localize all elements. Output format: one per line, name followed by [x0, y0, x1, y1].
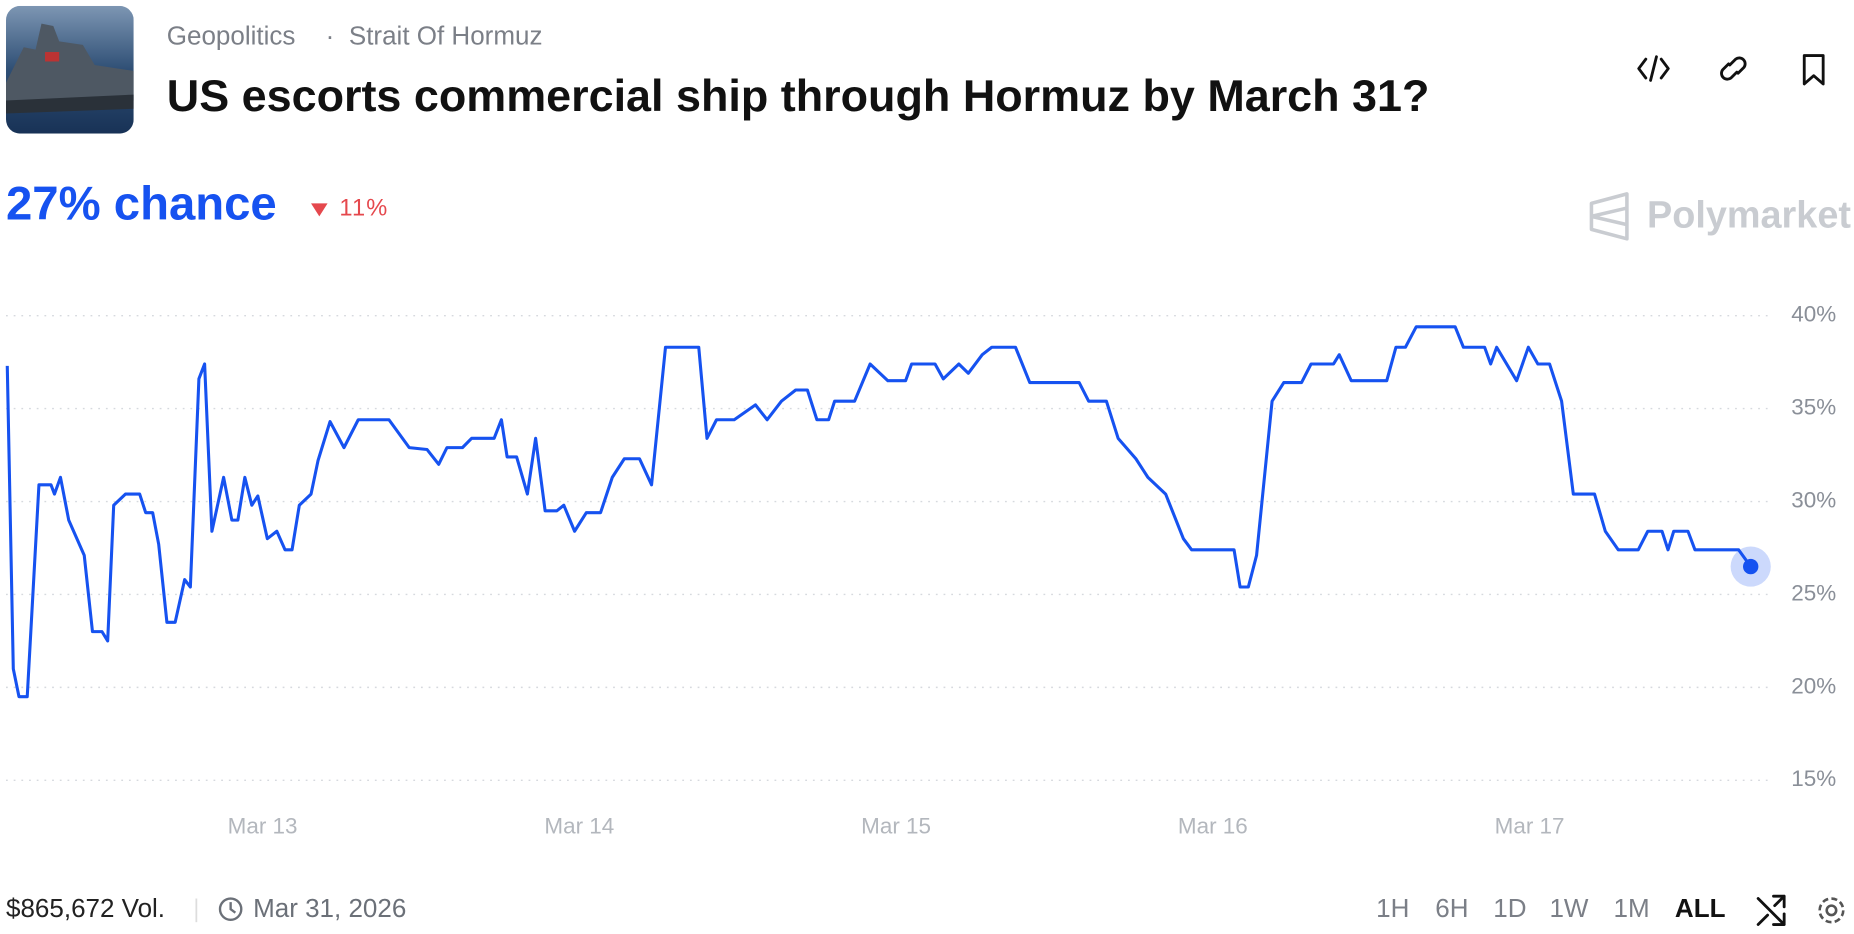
settings-button[interactable] [1818, 897, 1845, 924]
x-tick-label: Mar 17 [1495, 814, 1565, 839]
range-button[interactable]: 6H [1435, 893, 1468, 923]
y-tick-label: 20% [1791, 673, 1836, 698]
change: 11% [339, 196, 388, 222]
chart: 15% 20% 25% 30% 35% 40% Mar 13 Mar 14 Mar 15 Mar … [5, 302, 1836, 839]
x-tick-label: Mar 14 [544, 814, 614, 839]
y-tick-label: 15% [1791, 766, 1836, 791]
link-button[interactable] [1720, 56, 1747, 81]
x-tick-label: Mar 13 [228, 814, 298, 839]
breadcrumb-subcategory[interactable]: Strait Of Hormuz [349, 21, 543, 51]
down-arrow [311, 203, 328, 217]
range-selector: 1H 6H 1D 1W 1M ALL [1376, 893, 1725, 923]
y-tick-label: 35% [1791, 395, 1836, 420]
bookmark-button[interactable] [1802, 54, 1825, 86]
embed-button[interactable] [1637, 55, 1670, 82]
brand: Polymarket [1647, 195, 1851, 237]
range-button[interactable]: 1M [1614, 893, 1650, 923]
end-date: Mar 31, 2026 [253, 893, 406, 923]
clock-icon [218, 897, 243, 921]
breadcrumb-category[interactable]: Geopolitics [167, 21, 296, 51]
y-tick-label: 40% [1791, 302, 1836, 327]
y-tick-label: 30% [1791, 487, 1836, 512]
separator: · [326, 21, 335, 51]
series-line [5, 325, 1752, 699]
current-point [1743, 558, 1759, 575]
compare-button[interactable] [1756, 894, 1786, 926]
range-button[interactable]: 1D [1493, 893, 1526, 923]
chance: 27% chance [6, 177, 277, 230]
x-tick-label: Mar 16 [1178, 814, 1248, 839]
range-button[interactable]: 1H [1376, 893, 1409, 923]
thumbnail [6, 5, 134, 134]
y-tick-label: 25% [1791, 580, 1836, 605]
volume: $865,672 Vol. [6, 893, 165, 923]
market-title: US escorts commercial ship through Hormu… [167, 70, 1430, 121]
range-button[interactable]: 1W [1549, 893, 1588, 923]
range-button[interactable]: ALL [1675, 893, 1726, 923]
x-tick-label: Mar 15 [861, 814, 931, 839]
brand-logo [1589, 192, 1629, 241]
